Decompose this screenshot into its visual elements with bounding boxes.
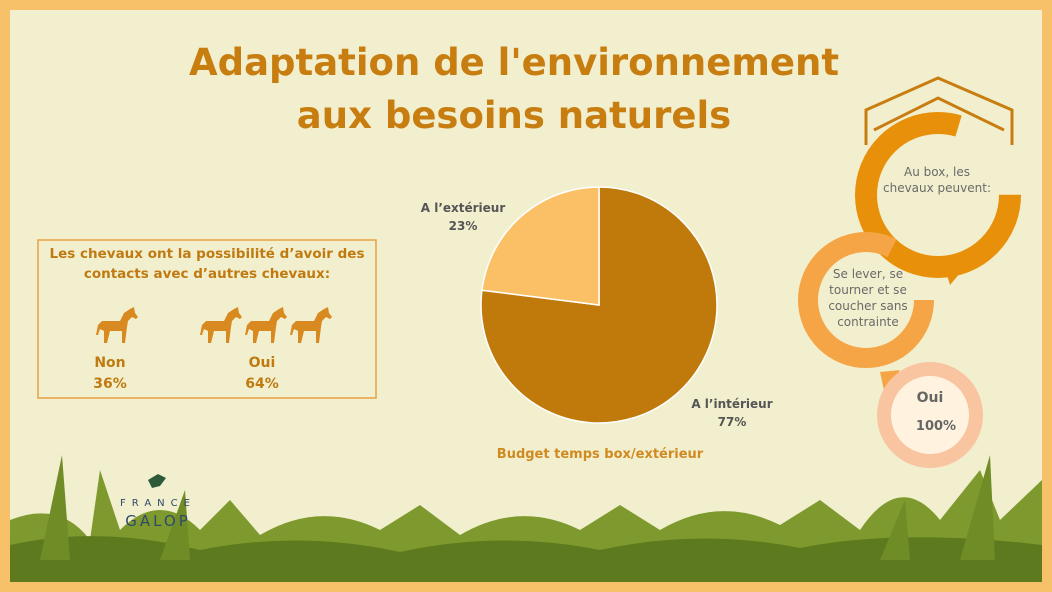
grass (10, 455, 1042, 582)
title-line: aux besoins naturels (297, 94, 731, 137)
cycle-step: Au box, les chevaux peuvent: (882, 165, 991, 195)
cycle-answer-value: 100% (916, 419, 956, 434)
contact-value: 64% (245, 376, 279, 392)
contact-label: Non (94, 355, 125, 371)
pie (480, 186, 718, 424)
pie-label: A l’extérieur (421, 201, 506, 215)
contact-label: Oui (249, 355, 276, 371)
contact-value: 36% (93, 376, 127, 392)
cycle-answer: Oui (917, 390, 944, 406)
title-line: Adaptation de l'environnement (189, 41, 839, 84)
contacts-box (37, 239, 377, 399)
pie-value-label: 23% (449, 219, 478, 233)
logo-text: FRANCE (120, 498, 196, 509)
pie-slice (481, 186, 600, 306)
pie-label: A l’intérieur (691, 397, 772, 411)
pie-value-label: 77% (718, 415, 747, 429)
chart-title: Budget temps box/extérieur (497, 447, 704, 462)
cycle-step: Se lever, se tourner et se coucher sans … (828, 267, 908, 329)
logo-text: GALOP (125, 512, 191, 530)
cycle-graphic (798, 76, 1021, 468)
logo-icon (148, 474, 166, 488)
contacts-text: Les chevaux ont la possibilité d’avoir d… (49, 246, 365, 282)
